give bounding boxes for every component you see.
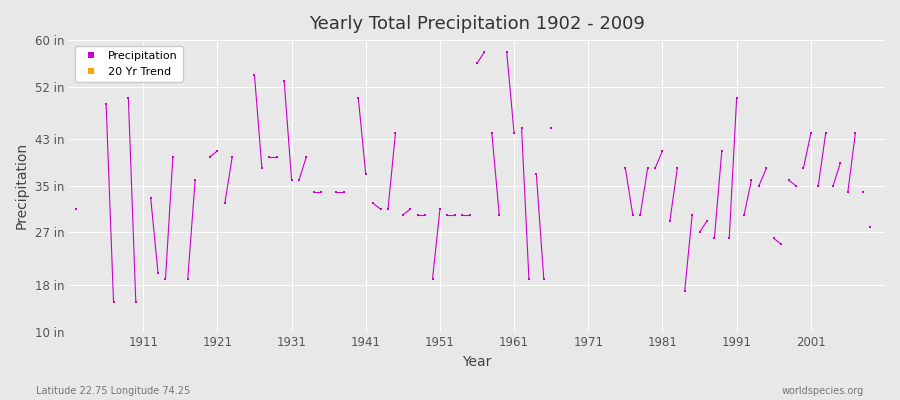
Text: worldspecies.org: worldspecies.org (782, 386, 864, 396)
Text: Latitude 22.75 Longitude 74.25: Latitude 22.75 Longitude 74.25 (36, 386, 190, 396)
Legend: Precipitation, 20 Yr Trend: Precipitation, 20 Yr Trend (75, 46, 184, 82)
X-axis label: Year: Year (463, 355, 491, 369)
Y-axis label: Precipitation: Precipitation (15, 142, 29, 230)
Title: Yearly Total Precipitation 1902 - 2009: Yearly Total Precipitation 1902 - 2009 (309, 15, 645, 33)
